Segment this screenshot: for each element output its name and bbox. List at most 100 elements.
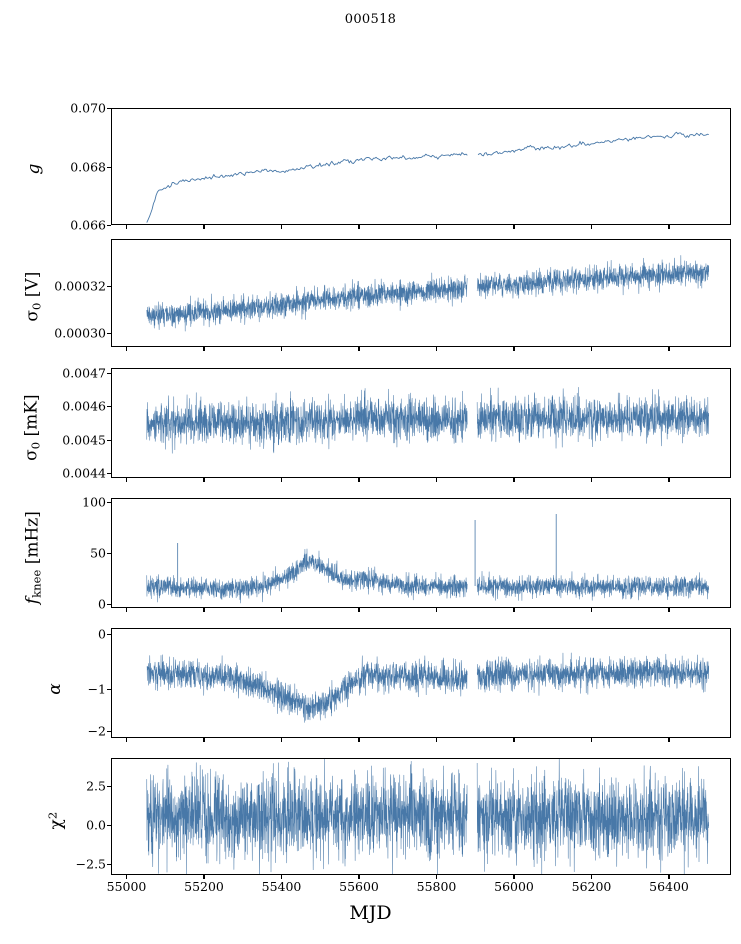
xtick-label: 55000 (106, 879, 147, 894)
ytick-label: 0.066 (70, 217, 106, 233)
xtick-mark (280, 608, 283, 612)
xtick-mark (668, 225, 670, 229)
panel-sigma0-mk (111, 368, 731, 478)
xtick-mark (590, 738, 593, 742)
data-trace-f_knee (147, 549, 709, 603)
ytick-label: 0.0 (86, 817, 106, 833)
xtick-mark (125, 478, 128, 482)
xtick-mark (590, 608, 593, 612)
plot-area-g (112, 109, 730, 224)
xtick-mark (668, 875, 670, 879)
xtick-mark (668, 738, 670, 742)
ytick-label: 0.0044 (62, 465, 106, 481)
xtick-mark (513, 478, 515, 482)
plot-area-sigma0-mk (112, 369, 730, 477)
xtick-mark (358, 225, 360, 229)
xtick-mark (203, 738, 205, 742)
ytick-mark (107, 286, 111, 288)
data-trace-sigma0_V (147, 255, 709, 331)
ylabel-alpha: α (45, 683, 65, 695)
xtick-mark (435, 225, 438, 229)
ytick-label: 0 (98, 626, 106, 642)
xtick-label: 56200 (571, 879, 612, 894)
ytick-label: 0 (98, 596, 106, 612)
xtick-label: 55200 (184, 879, 224, 894)
xtick-label: 56400 (649, 879, 689, 894)
xtick-mark (125, 738, 128, 742)
ytick-group-g: 0.070 0.068 0.066 (0, 101, 106, 233)
xtick-label: 55800 (416, 879, 457, 894)
plot-area-chi2 (112, 759, 730, 874)
ytick-label: 0.00030 (54, 325, 106, 341)
ylabel-sigma0-mk: σ0 [mK] (21, 394, 43, 461)
xtick-mark (358, 608, 360, 612)
xtick-mark (280, 347, 283, 351)
ytick-group-sigma0-mk: 0.0047 0.0046 0.0045 0.0044 (0, 365, 106, 481)
xtick-mark (435, 875, 438, 879)
xtick-mark (358, 478, 360, 482)
ylabel-g: g (24, 163, 44, 175)
xlabel-mjd: MJD (349, 902, 392, 924)
ytick-mark (107, 731, 111, 733)
figure-title: 000518 (344, 12, 397, 27)
xtick-mark (668, 608, 670, 612)
plot-area-sigma0-v (112, 240, 730, 346)
xtick-mark (513, 608, 515, 612)
data-trace-sigma0_mK (147, 387, 709, 453)
ytick-mark (107, 333, 111, 335)
ytick-mark (107, 864, 111, 866)
ytick-label: 0.0047 (62, 365, 106, 381)
xtick-mark (435, 478, 438, 482)
data-trace-alpha (147, 653, 709, 723)
ytick-mark (107, 166, 111, 168)
ylabel-fknee: fknee [mHz] (22, 511, 44, 605)
plot-area-alpha (112, 629, 730, 737)
xtick-mark (125, 347, 128, 351)
ytick-mark (107, 373, 111, 375)
xtick-mark (668, 478, 670, 482)
xtick-mark (358, 875, 360, 879)
xtick-mark (513, 225, 515, 229)
xtick-mark (203, 608, 205, 612)
ytick-label: 0.0046 (62, 398, 106, 414)
xtick-mark (435, 608, 438, 612)
xtick-mark (358, 347, 360, 351)
ytick-mark (107, 689, 111, 691)
xtick-mark (358, 738, 360, 742)
ytick-group-sigma0-v: 0.00032 0.00030 (0, 239, 106, 347)
ytick-mark (107, 473, 111, 475)
ytick-mark (107, 406, 111, 408)
ytick-mark (107, 502, 111, 504)
ytick-label: −1 (87, 681, 106, 697)
ytick-label: 0.070 (70, 100, 106, 116)
xtick-mark (435, 347, 438, 351)
ytick-mark (107, 786, 111, 788)
xtick-mark (125, 608, 128, 612)
xtick-mark (125, 875, 128, 879)
xtick-mark (435, 738, 438, 742)
xtick-mark (513, 738, 515, 742)
xtick-label: 55400 (261, 879, 302, 894)
xtick-mark (590, 225, 593, 229)
xtick-mark (203, 225, 205, 229)
ytick-mark (107, 604, 111, 606)
data-trace-chi2 (147, 759, 709, 874)
plot-area-fknee (112, 499, 730, 607)
ytick-label: 50 (90, 545, 106, 561)
ytick-group-fknee: 100 50 0 (0, 495, 106, 612)
ytick-label: 2.5 (86, 778, 106, 794)
ytick-mark (107, 225, 111, 227)
ytick-label: 0.068 (70, 159, 106, 174)
xtick-label: 55600 (339, 879, 379, 894)
panel-sigma0-v (111, 239, 731, 347)
ytick-label: −2 (87, 723, 106, 739)
panel-chi2 (111, 758, 731, 875)
xtick-mark (280, 875, 283, 879)
xtick-mark (280, 225, 283, 229)
ytick-group-chi2: 2.5 0.0 −2.5 (0, 758, 106, 875)
ylabel-chi2: χ2 (45, 811, 67, 830)
ytick-label: 0.0045 (62, 432, 106, 448)
xtick-mark (203, 875, 205, 879)
ytick-label: 0.00032 (54, 278, 106, 294)
xtick-mark (280, 738, 283, 742)
